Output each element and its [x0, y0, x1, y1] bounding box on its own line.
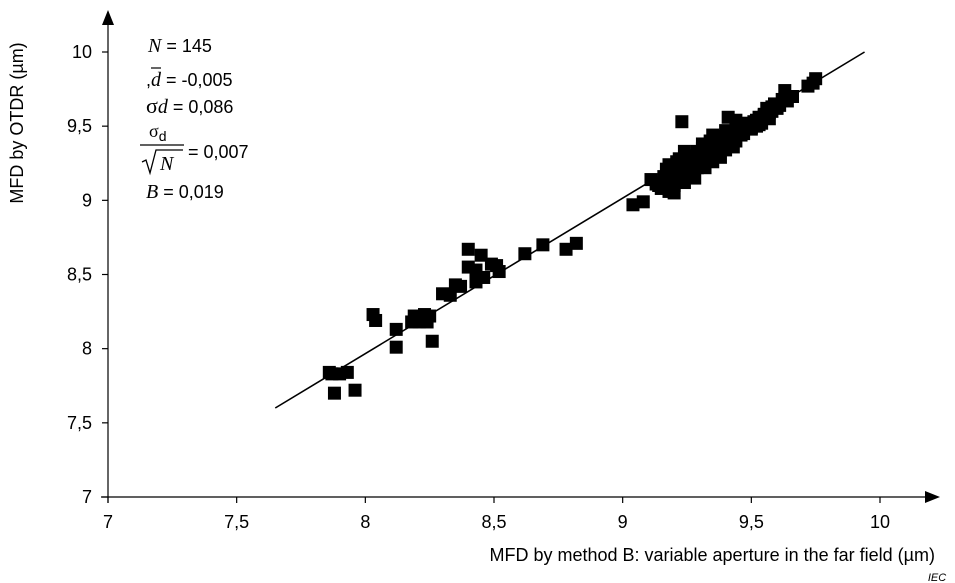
data-point [425, 334, 439, 348]
ratio-sigma: σ [149, 121, 159, 141]
statistics-block: N = 145 ,d = -0,005 σd = 0,086 σd N = 0,… [140, 35, 249, 203]
data-point [340, 365, 354, 379]
data-point [780, 94, 794, 108]
stat-sigma-d: d [158, 96, 169, 118]
y-tick-label: 7 [82, 487, 92, 507]
y-tick-label: 8 [82, 339, 92, 359]
data-points [322, 72, 823, 400]
stat-b: B = 0,019 [146, 181, 224, 203]
data-point [801, 79, 815, 93]
x-tick-label: 7,5 [224, 512, 249, 532]
data-point [389, 340, 403, 354]
sqrt-symbol [141, 149, 183, 176]
iec-watermark: IEC [928, 572, 946, 583]
stat-n-symbol: N [147, 35, 163, 57]
data-point [688, 171, 702, 185]
data-point [477, 270, 491, 284]
data-point [474, 248, 488, 262]
stat-dbar-prefix: , [146, 70, 151, 90]
data-point [559, 242, 573, 256]
data-point [665, 176, 679, 190]
stat-dbar-value: = -0,005 [161, 70, 233, 90]
stat-dbar: ,d = -0,005 [146, 69, 233, 91]
y-axis-title: MFD by OTDR (µm) [7, 42, 27, 203]
stat-b-value: = 0,019 [158, 182, 224, 202]
x-tick-label: 10 [870, 512, 890, 532]
ratio-value: = 0,007 [188, 142, 249, 162]
y-tick-label: 9,5 [67, 116, 92, 136]
y-tick-label: 9 [82, 190, 92, 210]
x-tick-label: 9 [618, 512, 628, 532]
data-point [636, 195, 650, 209]
stat-ratio: σd N = 0,007 [140, 121, 249, 176]
x-tick-label: 8 [360, 512, 370, 532]
x-tick-label: 7 [103, 512, 113, 532]
y-axis-ticks: 7 7,5 8 8,5 9 9,5 10 [67, 42, 108, 507]
data-point [443, 288, 457, 302]
data-point [726, 130, 740, 144]
stat-sigma-value: = 0,086 [168, 97, 234, 117]
data-point [389, 322, 403, 336]
data-point [454, 279, 468, 293]
data-point [536, 238, 550, 252]
data-point [369, 313, 383, 327]
y-tick-label: 7,5 [67, 413, 92, 433]
y-tick-label: 8,5 [67, 265, 92, 285]
data-point [420, 315, 434, 329]
data-point [348, 383, 362, 397]
stat-n: N = 145 [147, 35, 212, 57]
stat-sigma-symbol: σ [146, 93, 158, 118]
data-point [765, 100, 779, 114]
data-point [675, 115, 689, 129]
y-axis-arrow [102, 10, 114, 25]
ratio-sub: d [159, 128, 167, 144]
ratio-denominator: N [159, 153, 175, 175]
ratio-numerator: σd [149, 121, 167, 144]
x-tick-label: 8,5 [481, 512, 506, 532]
data-point [461, 242, 475, 256]
data-point [752, 118, 766, 132]
stat-b-symbol: B [146, 181, 158, 203]
data-point [327, 386, 341, 400]
data-point [518, 247, 532, 261]
data-point [569, 236, 583, 250]
stat-sigma: σd = 0,086 [146, 93, 233, 118]
stat-dbar-symbol: d [151, 69, 162, 91]
stat-n-value: = 145 [161, 36, 212, 56]
data-point [706, 128, 720, 142]
data-point [626, 198, 640, 212]
data-point [492, 265, 506, 279]
x-axis-arrow [925, 491, 940, 503]
y-tick-label: 10 [72, 42, 92, 62]
x-axis-title: MFD by method B: variable aperture in th… [489, 545, 935, 565]
x-tick-label: 9,5 [739, 512, 764, 532]
x-axis-ticks: 7 7,5 8 8,5 9 9,5 10 [103, 497, 890, 532]
